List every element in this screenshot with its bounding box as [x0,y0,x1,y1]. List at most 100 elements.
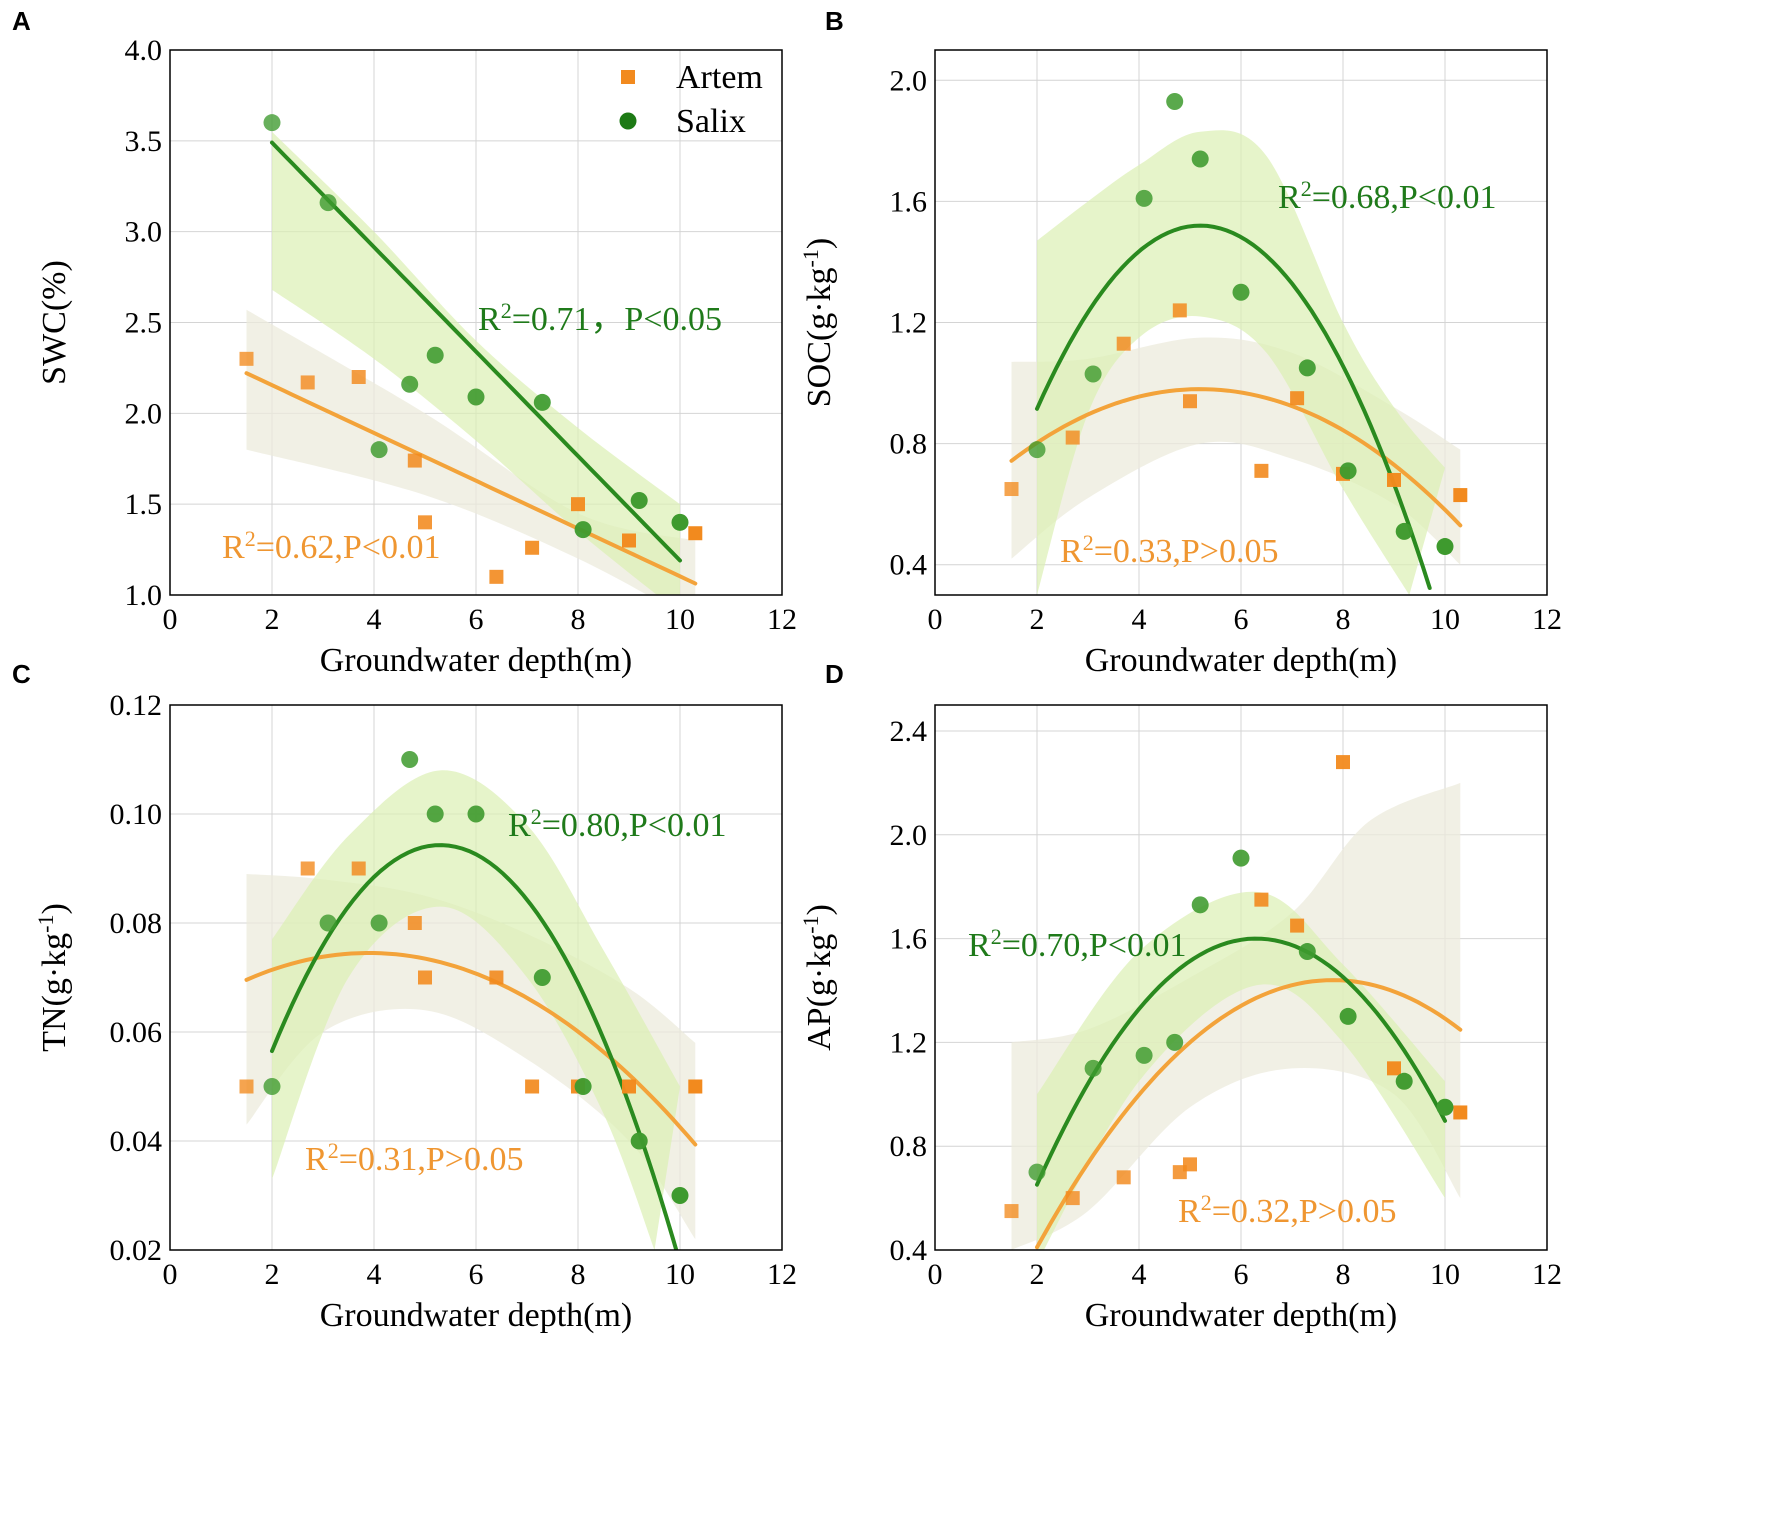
y-tick-label: 0.12 [110,689,163,722]
plot-area [239,751,703,1250]
y-tick-label: 1.6 [890,923,928,956]
salix-point [1395,522,1413,540]
artem-point [1254,892,1269,907]
artem-point [1290,391,1305,406]
artem-stat-label: R2=0.31,P>0.05 [305,1138,523,1179]
plot-frame [169,49,783,596]
x-tick-label: 4 [1132,603,1147,636]
x-tick-label: 12 [767,603,797,636]
artem-point [1453,1105,1468,1120]
artem-point [1183,1157,1197,1172]
x-axis-title: Groundwater depth(m) [320,1297,633,1334]
salix-point [671,1187,689,1204]
x-tick-label: 2 [1030,1258,1045,1291]
y-axis-title: AP(g·kg-1) [798,904,839,1051]
y-tick-label: 4.0 [125,34,163,67]
salix-stat-label: R2=0.70,P<0.01 [968,924,1186,965]
y-tick-label: 0.8 [890,1130,928,1163]
artem-fit-line [244,951,698,1147]
salix-point [319,194,337,212]
artem-confidence-band [1011,782,1461,1250]
y-tick-label: 0.4 [890,549,928,582]
salix-point [1084,1059,1102,1077]
salix-point [1191,150,1209,168]
salix-point [1436,1098,1454,1116]
artem-point [300,861,315,876]
x-tick-label: 4 [367,603,382,636]
artem-point [489,569,504,584]
x-tick-label: 10 [1430,603,1460,636]
artem-point [1336,755,1350,770]
x-tick-label: 6 [1234,603,1249,636]
artem-stat-label: R2=0.33,P>0.05 [1060,530,1278,571]
salix-point [630,492,648,510]
salix-point [1298,943,1316,961]
y-tick-label: 2.0 [125,397,163,430]
artem-point [1172,303,1187,318]
salix-point [1135,189,1153,207]
x-tick-label: 8 [1336,1258,1351,1291]
x-tick-label: 4 [1132,1258,1147,1291]
artem-stat-label: R2=0.62,P<0.01 [222,526,440,567]
artem-point [622,1079,636,1094]
artem-point [622,533,636,548]
artem-point [1065,1191,1080,1206]
artem-point [1004,482,1019,497]
x-tick-label: 8 [571,603,586,636]
y-tick-label: 2.5 [125,307,163,340]
salix-point [671,513,689,531]
artem-point [407,453,422,468]
x-tick-label: 10 [665,1258,695,1291]
panel-B: B 0 2 4 6 8 10 12 0.4 0.8 1.2 1.6 2.0 Groundwater dep… [798,6,1563,679]
legend: Artem Salix [619,59,763,140]
salix-point [574,521,592,539]
salix-point [1339,462,1357,480]
panel-letter: C [12,659,31,689]
x-tick-label: 2 [1030,603,1045,636]
artem-point [1254,463,1269,478]
artem-point [1116,336,1131,351]
y-tick-label: 2.4 [890,715,928,748]
salix-point [1028,441,1046,459]
artem-point [418,970,432,985]
legend-salix-marker [619,112,637,130]
salix-point [1084,365,1102,383]
salix-point [1028,1163,1046,1181]
y-tick-label: 0.06 [110,1016,163,1049]
salix-point [426,805,444,823]
artem-point [525,1079,540,1094]
panel-letter: D [825,659,844,689]
salix-point [1232,849,1250,867]
salix-fit-line [270,140,682,563]
y-tick-label: 3.5 [125,125,163,158]
y-tick-label: 0.04 [110,1125,163,1158]
artem-point [489,970,504,985]
plot-frame [169,704,783,1251]
x-tick-label: 12 [767,1258,797,1291]
x-tick-label: 0 [163,603,178,636]
artem-point [1004,1204,1019,1219]
panel-D: D 0 2 4 6 8 10 12 0.4 0.8 1.2 1.6 2.0 2.4 Groundwater … [798,659,1563,1334]
y-tick-label: 2.0 [890,819,928,852]
y-tick-label: 0.08 [110,907,163,940]
x-tick-label: 6 [469,1258,484,1291]
artem-point [1387,472,1401,487]
artem-point [351,370,366,384]
salix-point [401,375,419,393]
salix-point [1339,1007,1357,1025]
salix-point [263,114,281,132]
artem-point [1290,918,1305,933]
artem-point [351,861,366,876]
legend-salix-label: Salix [676,103,746,140]
x-tick-label: 12 [1532,603,1562,636]
x-tick-label: 0 [928,603,943,636]
artem-point [1116,1170,1131,1185]
y-tick-label: 1.0 [125,579,163,612]
y-axis-title: SOC(g·kg-1) [798,238,839,407]
salix-point [630,1132,648,1150]
artem-point [1453,488,1468,503]
x-axis-title: Groundwater depth(m) [1085,642,1398,679]
artem-point [571,497,585,512]
x-tick-label: 2 [265,1258,280,1291]
y-tick-label: 3.0 [125,216,163,249]
